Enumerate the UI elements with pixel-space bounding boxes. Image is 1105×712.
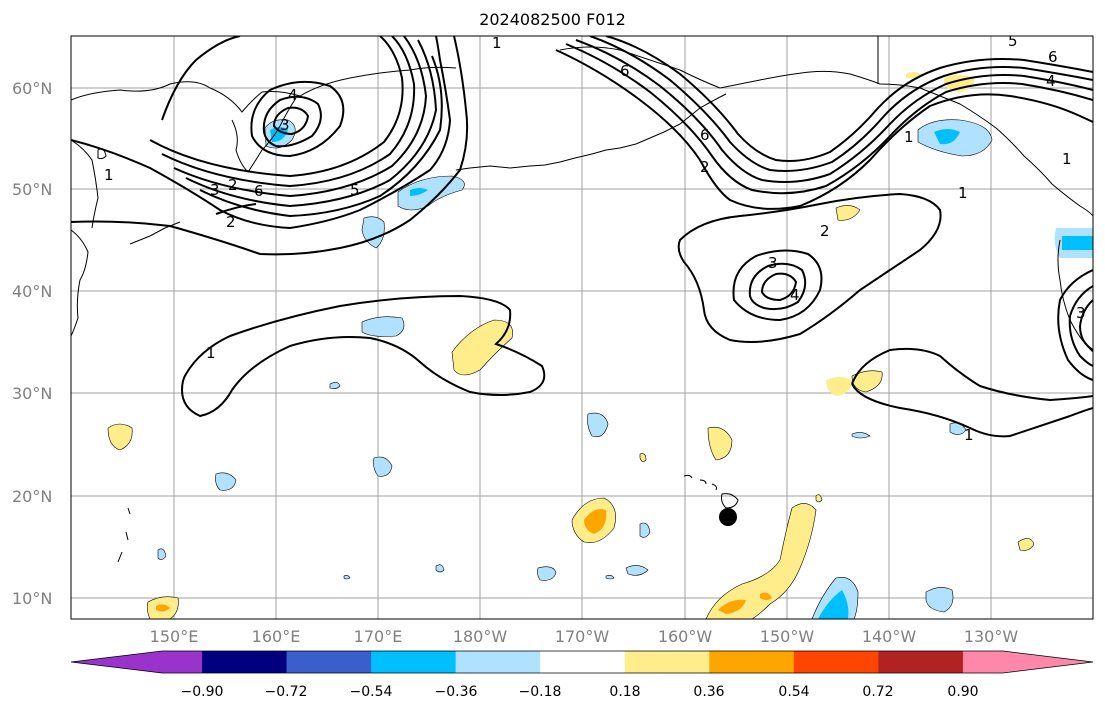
colorbar-outline xyxy=(70,650,1094,674)
contour-label: 1 xyxy=(958,184,968,202)
cb-tick-label: −0.72 xyxy=(265,684,308,700)
lon-label-170e: 170°E xyxy=(354,627,403,646)
coastlines xyxy=(71,36,1093,563)
contour-label: 6 xyxy=(700,126,710,144)
lon-label-170w: 170°W xyxy=(555,627,610,646)
contour-lines xyxy=(71,36,1093,438)
contour-label: 6 xyxy=(1048,48,1058,66)
latitude-labels: 60°N 50°N 40°N 30°N 20°N 10°N xyxy=(12,79,52,608)
lon-label-180w: 180°W xyxy=(453,627,508,646)
colorbar xyxy=(70,650,1094,674)
cb-tick-label: 0.36 xyxy=(693,684,724,700)
colorbar-segment xyxy=(540,651,626,673)
colorbar-tick-labels: −0.90 −0.72 −0.54 −0.36 −0.18 0.18 0.36 … xyxy=(181,684,979,700)
contour-label: 3 xyxy=(768,254,778,272)
colorbar-segment xyxy=(455,651,541,673)
lat-label-40n: 40°N xyxy=(12,282,52,301)
colorbar-segment xyxy=(371,651,457,673)
contour-label: 5 xyxy=(350,181,360,199)
cb-tick-label: 0.72 xyxy=(862,684,893,700)
cb-tick-label: 0.54 xyxy=(778,684,809,700)
contour-label: 1 xyxy=(206,344,216,362)
lon-label-160e: 160°E xyxy=(252,627,301,646)
contour-label: 6 xyxy=(620,62,630,80)
contour-label: 2 xyxy=(820,222,830,240)
contour-label: 3 xyxy=(210,181,220,199)
gridlines xyxy=(71,36,1093,619)
lat-label-20n: 20°N xyxy=(12,487,52,506)
contour-labels: 1 2 3 2 6 3 4 5 1 1 6 6 2 2 3 4 1 4 5 6 … xyxy=(104,32,1086,444)
cb-tick-label: −0.90 xyxy=(181,684,224,700)
colorbar-segment xyxy=(709,651,795,673)
contour-label: 2 xyxy=(226,213,236,231)
colorbar-segment xyxy=(793,651,879,673)
contour-label: 4 xyxy=(790,286,800,304)
colorbar-segment xyxy=(71,651,202,673)
cb-tick-label: −0.36 xyxy=(435,684,478,700)
contour-label: 1 xyxy=(904,128,914,146)
lat-label-10n: 10°N xyxy=(12,589,52,608)
lon-label-150e: 150°E xyxy=(150,627,199,646)
colorbar-segment xyxy=(878,651,964,673)
contour-label: 4 xyxy=(1046,72,1056,90)
contour-label: 1 xyxy=(1062,150,1072,168)
lon-label-130w: 130°W xyxy=(964,627,1019,646)
lon-label-140w: 140°W xyxy=(862,627,917,646)
contour-label: 1 xyxy=(964,426,974,444)
lat-label-60n: 60°N xyxy=(12,79,52,98)
contour-label: 2 xyxy=(700,158,710,176)
colorbar-segment xyxy=(962,651,1093,673)
contour-label: 4 xyxy=(288,86,298,104)
contour-label: 6 xyxy=(254,182,264,200)
cb-tick-label: 0.18 xyxy=(609,684,640,700)
cb-tick-label: 0.90 xyxy=(947,684,978,700)
contour-label: 2 xyxy=(228,176,238,194)
contour-label: 1 xyxy=(104,166,114,184)
cb-tick-label: −0.18 xyxy=(519,684,562,700)
colorbar-segment xyxy=(286,651,372,673)
lon-label-150w: 150°W xyxy=(760,627,815,646)
map-frame xyxy=(70,35,1094,620)
cb-tick-label: −0.54 xyxy=(350,684,393,700)
map-title: 2024082500 F012 xyxy=(479,10,626,29)
point-marker xyxy=(719,508,737,526)
contour-label: 3 xyxy=(280,116,290,134)
contour-label: 1 xyxy=(492,34,502,52)
colorbar-segment xyxy=(202,651,288,673)
lat-label-30n: 30°N xyxy=(12,384,52,403)
contour-label: 3 xyxy=(1076,304,1086,322)
contour-label: 5 xyxy=(1008,32,1018,50)
colorbar-segment xyxy=(624,651,710,673)
lon-label-160w: 160°W xyxy=(658,627,713,646)
longitude-labels: 150°E 160°E 170°E 180°W 170°W 160°W 150°… xyxy=(150,627,1019,646)
lat-label-50n: 50°N xyxy=(12,180,52,199)
